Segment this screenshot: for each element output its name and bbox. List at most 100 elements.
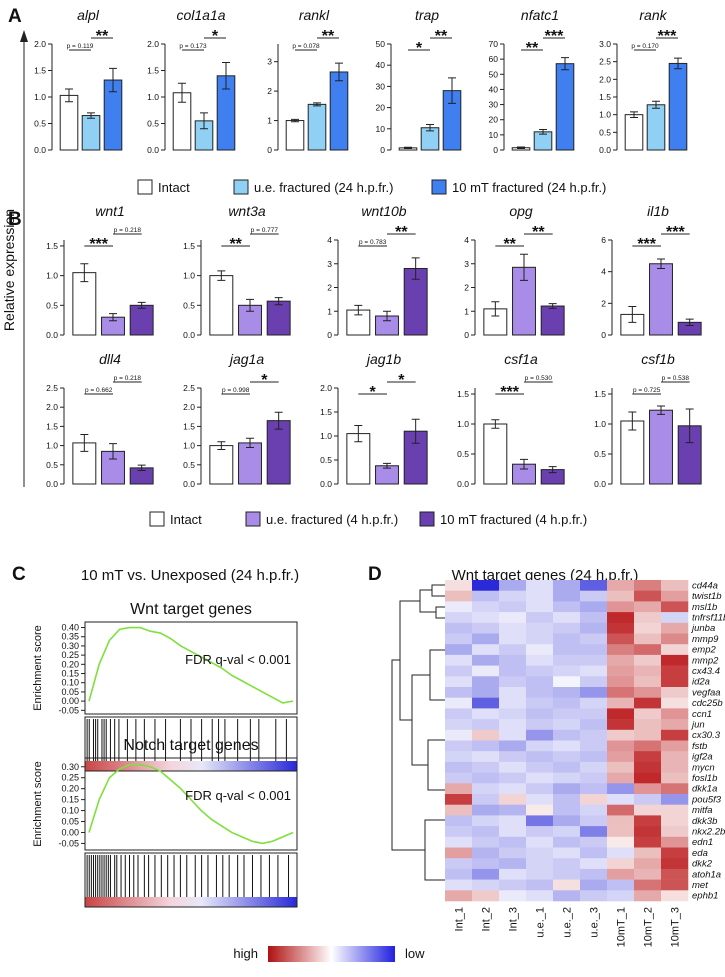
heat-cell: [526, 687, 554, 698]
row-label: msl1b: [692, 602, 717, 613]
chart-title: col1a1a: [176, 7, 225, 23]
y-tick-label: 3.0: [599, 39, 611, 49]
heat-cell: [526, 794, 554, 805]
heat-cell: [445, 601, 473, 613]
error-bar: [539, 129, 547, 135]
row-label: dkk3b: [692, 816, 717, 827]
significance: ***: [545, 28, 564, 45]
error-bar: [109, 67, 117, 93]
heat-cell: [661, 783, 689, 795]
heat-cell: [499, 879, 527, 891]
column-label: u.e._1: [535, 907, 547, 938]
heat-cell: [661, 847, 689, 859]
bar: [81, 115, 101, 151]
y-tick-label: 0.5: [599, 127, 611, 137]
heat-cell: [472, 868, 500, 880]
heat-cell: [472, 836, 500, 848]
y-tick-label: 0: [464, 330, 469, 340]
heat-cell: [580, 826, 608, 838]
y-tick-label: 2.0: [599, 74, 611, 84]
heat-cell: [472, 858, 500, 870]
y-tick-label: 0.5: [183, 300, 195, 310]
legend-swatch: [149, 511, 165, 527]
y-tick-label: 20: [376, 103, 386, 113]
bar: [649, 263, 673, 336]
heat-cell: [445, 676, 473, 688]
heat-cell: [499, 697, 527, 709]
heat-cell: [607, 868, 635, 880]
heat-cell: [553, 858, 581, 870]
plot-frame: [84, 757, 298, 851]
heat-cell: [634, 590, 662, 602]
heat-cell: [580, 729, 608, 741]
heat-cell: [580, 879, 608, 891]
heat-cell: [445, 751, 473, 763]
heat-cell: [499, 772, 527, 784]
heat-cell: [580, 676, 608, 688]
y-tick-label: 1.0: [46, 441, 58, 451]
heat-cell: [580, 836, 608, 848]
y-tick-label: 0.00: [61, 696, 79, 706]
row-label: tnfrsf11b: [692, 612, 725, 623]
y-tick-label: 0.0: [457, 479, 469, 489]
y-tick-label: 3: [464, 259, 469, 269]
row-label: pou5f3: [691, 794, 722, 805]
heat-cell: [472, 622, 500, 634]
row-label: jun: [690, 719, 705, 730]
heat-cell: [634, 868, 662, 880]
significance: *: [416, 40, 423, 57]
error-bar: [657, 258, 665, 269]
y-tick-label: 0.15: [61, 795, 79, 805]
significance: **: [395, 224, 408, 241]
error-bar: [80, 263, 89, 283]
y-tick-label: 0.5: [183, 460, 195, 470]
dendrogram: [391, 584, 445, 881]
heat-cell: [634, 729, 662, 741]
significance: ***: [500, 384, 519, 401]
heat-cell: [499, 580, 527, 591]
heat-cell: [526, 654, 554, 666]
y-tick-label: 1.5: [594, 389, 606, 399]
heat-cell: [553, 815, 581, 827]
error-bar: [491, 301, 500, 317]
significance: p = 0.783: [359, 239, 387, 246]
error-bar: [383, 462, 391, 469]
significance: **: [526, 40, 539, 57]
heat-cell: [526, 836, 554, 848]
heat-cell: [607, 783, 635, 795]
heat-cell: [526, 804, 554, 816]
chart-title: rank: [639, 7, 667, 23]
heat-cell: [526, 676, 554, 688]
chart-title: wnt1: [95, 203, 125, 219]
heat-cell: [661, 665, 689, 677]
heat-cell: [661, 761, 689, 773]
chart-title: trap: [415, 7, 439, 23]
heat-cell: [607, 590, 635, 602]
heat-cell: [553, 580, 581, 591]
y-tick-label: 0.0: [147, 145, 159, 155]
legend-label: Intact: [158, 180, 190, 195]
heat-cell: [553, 676, 581, 688]
heat-cell: [553, 772, 581, 784]
column-label: Int_1: [454, 907, 466, 931]
heat-cell: [526, 890, 554, 902]
error-bar: [354, 304, 363, 316]
row-label: cdc25b: [692, 698, 723, 709]
heat-cell: [661, 633, 689, 645]
heat-cell: [472, 580, 500, 591]
y-tick-label: 20: [489, 115, 499, 125]
heat-cell: [607, 687, 635, 698]
heat-cell: [472, 644, 500, 656]
y-tick-label: 0.0: [599, 145, 611, 155]
y-tick-label: 0.00: [61, 827, 79, 837]
heat-cell: [472, 708, 500, 720]
chart-title: wnt10b: [361, 203, 406, 219]
heat-cell: [580, 868, 608, 880]
heat-cell: [607, 740, 635, 752]
heat-cell: [472, 751, 500, 763]
y-tick-label: 1.0: [34, 92, 46, 102]
heat-cell: [580, 644, 608, 656]
significance: **: [435, 28, 448, 45]
error-bar: [222, 62, 230, 90]
